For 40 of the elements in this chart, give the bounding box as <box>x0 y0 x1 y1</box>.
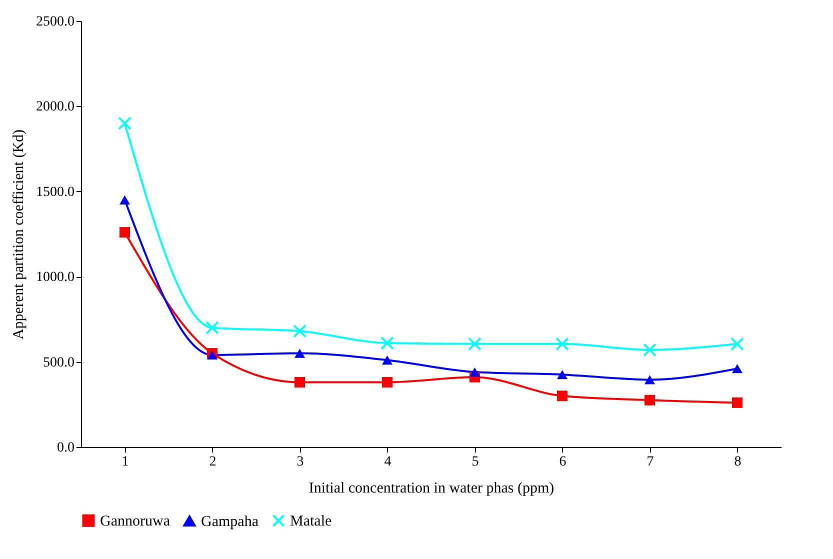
point <box>382 356 392 365</box>
x-tick-label: 8 <box>734 454 742 470</box>
point <box>732 397 742 408</box>
y-tick-label: 500.0 <box>43 355 74 370</box>
point <box>644 394 655 406</box>
y-tick-label: 1500.0 <box>36 184 74 200</box>
y-tick-label: 1000.0 <box>36 270 74 286</box>
y-tick-label: 0.0 <box>57 440 74 456</box>
x-axis-title: Initial concentration in water phas (ppm) <box>308 480 554 496</box>
point <box>557 370 568 380</box>
legend-label: Matale <box>290 514 332 530</box>
y-axis-title: Apperent partition coefficient (Kd) <box>11 129 27 340</box>
point <box>644 375 655 384</box>
y-tick-label: 2000.0 <box>36 100 74 115</box>
x-tick-label: 3 <box>296 454 304 470</box>
point <box>206 321 219 334</box>
y-tick-label: 2500.0 <box>36 14 74 30</box>
point <box>380 336 394 350</box>
point <box>556 337 569 351</box>
x-tick-label: 5 <box>472 454 479 470</box>
x-tick-label: 4 <box>384 454 392 470</box>
point <box>730 337 744 351</box>
point <box>382 377 392 388</box>
x-tick-label: 1 <box>122 454 129 470</box>
point <box>118 116 132 130</box>
point <box>293 324 306 338</box>
x-tick-label: 6 <box>559 454 566 470</box>
x-tick-label: 7 <box>646 454 654 470</box>
point <box>120 195 130 204</box>
point <box>294 377 305 388</box>
x-tick-label: 2 <box>209 454 216 470</box>
point <box>643 343 656 357</box>
point <box>470 367 480 377</box>
point <box>294 348 305 358</box>
point <box>732 364 742 374</box>
point <box>468 337 482 351</box>
legend-label: Gampaha <box>201 514 259 530</box>
point <box>120 227 130 238</box>
legend-label: Gannoruwa <box>100 514 170 530</box>
point <box>557 390 568 402</box>
